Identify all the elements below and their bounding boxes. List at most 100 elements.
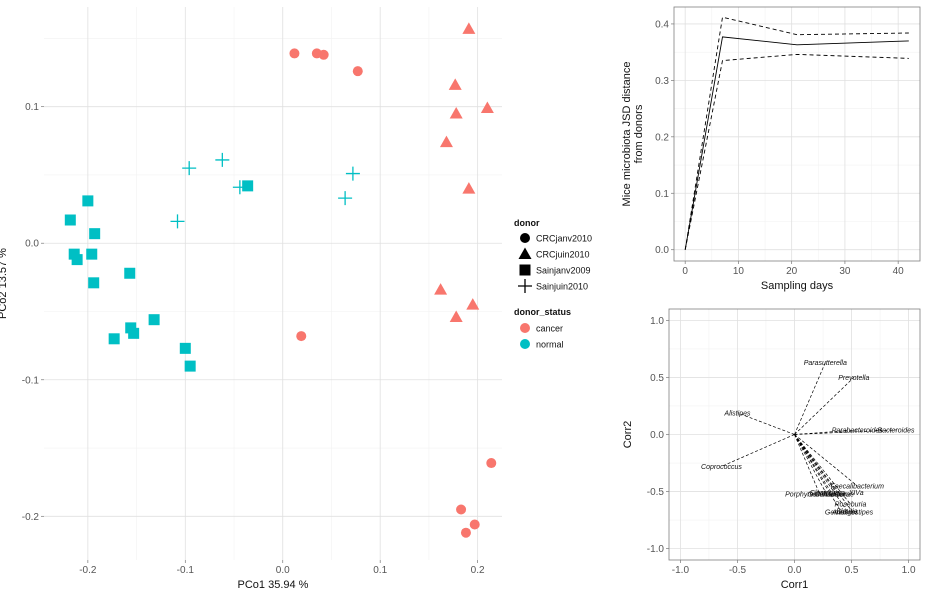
vector-label: Parabacteroides (832, 427, 883, 434)
x-tick-label: 0.0 (788, 565, 802, 576)
data-point (86, 248, 98, 260)
data-point (71, 254, 83, 266)
pcoa-scatter-plot: -0.2 -0.1 0.0 0.1 0.2 -0.2 -0.1 0.0 0.1 PCo1 35.9… (0, 7, 502, 590)
legend-key-normal (520, 339, 530, 349)
data-point (434, 283, 448, 295)
y-tick-label: 0.1 (655, 189, 669, 200)
data-point (456, 504, 467, 515)
x-tick-label: 0 (682, 266, 688, 277)
data-point (148, 314, 160, 326)
panel-background (674, 7, 920, 261)
x-tick-label: 0.5 (845, 565, 859, 576)
mean-line (684, 36, 909, 250)
data-point (466, 298, 480, 310)
data-point (179, 342, 191, 354)
y-axis-title: Corr2 (622, 421, 634, 449)
y-tick-label: 0.4 (655, 19, 669, 30)
data-point (89, 228, 101, 240)
data-point (338, 191, 353, 206)
y-tick-label: 0.1 (25, 102, 39, 113)
vector-label: Anaerostipes (831, 510, 873, 517)
y-tick-label: 0.2 (655, 132, 669, 143)
y-axis-title: Mice microbiota JSD distance (621, 62, 633, 207)
data-point (448, 78, 462, 90)
x-tick-label: 10 (733, 266, 745, 277)
vector-label: Gemmiger (825, 510, 858, 517)
y-axis-title: PCo2 13.57 % (0, 248, 9, 319)
legend-title-donor-status: donor_status (514, 307, 571, 317)
legend-label: normal (536, 340, 564, 350)
correlation-biplot: -1.0 -0.5 0.0 0.5 1.0 -1.0 -0.5 0.0 0.5 1.0 Corr1 C… (622, 308, 921, 590)
legend-key-triangle (518, 247, 532, 259)
legend-key-circle (520, 233, 530, 243)
vector-label: Faecalibacterium (831, 483, 884, 490)
y-tick-label: -0.5 (647, 487, 665, 498)
legend: donor CRCjanv2010 CRCjuin2010 Sainjanv2009 S… (514, 218, 592, 350)
legend-key-square (519, 264, 531, 276)
panel-border (673, 6, 921, 262)
y-tick-label: 0.0 (655, 245, 669, 256)
legend-label: CRCjanv2010 (536, 234, 592, 244)
legend-label: cancer (536, 324, 563, 334)
panel-background (44, 7, 502, 560)
data-point (449, 310, 463, 322)
data-point (345, 166, 360, 181)
data-point (460, 527, 471, 538)
vector-line (721, 434, 795, 467)
legend-label: CRCjuin2010 (536, 250, 590, 260)
vector-label: Alistipes (723, 410, 751, 417)
data-point (486, 458, 497, 469)
vector-label: Blautia (836, 508, 858, 515)
y-tick-label: 0.5 (650, 373, 664, 384)
legend-key-cross (518, 279, 532, 293)
vector-line (794, 362, 826, 435)
data-point (289, 48, 300, 59)
vector-line (794, 434, 827, 494)
confidence-line (684, 16, 909, 250)
data-point (184, 360, 196, 372)
vector-label: Prevotella (838, 375, 869, 382)
vector-line (794, 434, 858, 487)
vector-label: Oscillibacter (807, 491, 846, 498)
data-point (352, 66, 363, 77)
x-tick-label: 40 (893, 266, 905, 277)
x-tick-label: 30 (839, 266, 851, 277)
data-point (439, 135, 453, 148)
vector-line (794, 434, 848, 512)
vector-line (794, 429, 897, 435)
data-point (88, 277, 100, 289)
x-axis-title: PCo1 35.94 % (238, 579, 309, 590)
y-tick-label: -1.0 (647, 544, 665, 555)
x-tick-label: 0.2 (471, 565, 485, 576)
vector-line (794, 434, 820, 494)
vector-label: Porphyromonadaceae (785, 491, 854, 498)
data-point (318, 49, 329, 60)
vector-label: Coprococcus (701, 464, 742, 471)
y-tick-label: -0.1 (22, 375, 40, 386)
data-point (449, 107, 463, 119)
vector-label: Clostridium_XIVa (810, 490, 864, 497)
panel-border (668, 308, 921, 561)
data-point (480, 101, 494, 114)
x-tick-label: 20 (786, 266, 798, 277)
data-point (296, 331, 307, 342)
x-tick-label: -0.2 (79, 565, 97, 576)
y-tick-label: 0.0 (650, 430, 664, 441)
legend-label: Sainjanv2009 (536, 266, 591, 276)
data-point (82, 195, 94, 207)
data-point (242, 180, 254, 192)
data-point (462, 22, 476, 34)
y-tick-label: 0.0 (25, 239, 39, 250)
legend-key-cancer (520, 323, 530, 333)
x-axis-title: Sampling days (761, 280, 834, 292)
legend-title-donor: donor (514, 218, 540, 228)
x-tick-label: -0.1 (177, 565, 195, 576)
vector-line (794, 377, 855, 435)
data-point (215, 152, 230, 167)
y-tick-label: -0.2 (22, 512, 40, 523)
confidence-line (684, 53, 909, 250)
x-tick-label: -0.5 (729, 565, 747, 576)
data-point (124, 267, 136, 279)
y-axis-title: from donors (633, 104, 645, 163)
y-tick-label: 1.0 (650, 316, 664, 327)
